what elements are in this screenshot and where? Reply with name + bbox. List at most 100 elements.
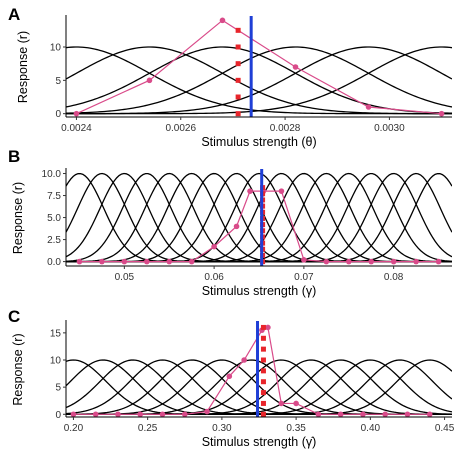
response-point — [99, 258, 105, 265]
panel-a: A 0 5 10 0.0024 0.0026 0.0028 0.0030 Stimulus st… — [8, 5, 452, 149]
response-point — [115, 411, 121, 418]
decoded-point — [260, 390, 266, 396]
decoded-point — [260, 368, 266, 374]
tuning-curves — [66, 46, 452, 115]
y-axis-title: Response (r) — [16, 31, 30, 103]
y-tick-label: 0 — [55, 109, 61, 120]
y-tick-label: 10 — [50, 356, 62, 367]
y-axis-title: Response (r) — [11, 333, 25, 405]
response-point — [345, 258, 352, 265]
response-point — [426, 411, 433, 418]
x-axis-title: Stimulus strength (θ) — [201, 135, 316, 149]
tuning-curve — [66, 172, 452, 263]
decoded-point — [260, 379, 266, 385]
response-point — [121, 258, 128, 265]
response-point — [278, 188, 285, 194]
panel-c: C 0 5 10 15 0.20 0.25 0.30 0.35 0.40 0.45 Stimulus … — [8, 307, 455, 449]
x-tick-label: 0.25 — [138, 423, 158, 434]
decoded-point — [235, 44, 241, 50]
decoded-point — [235, 27, 241, 33]
x-tick-label: 0.0024 — [61, 123, 92, 134]
response-line — [79, 190, 439, 263]
response-point — [438, 110, 445, 117]
panel-letter: B — [8, 147, 20, 166]
response-point — [241, 357, 247, 363]
tuning-curve — [66, 46, 452, 114]
tuning-curve — [66, 46, 452, 115]
response-point — [337, 411, 344, 418]
y-tick-label: 0.0 — [47, 257, 61, 268]
x-tick-label: 0.0026 — [165, 123, 196, 134]
tuning-curve — [66, 46, 452, 115]
x-tick-label: 0.08 — [384, 272, 404, 283]
decoded-point — [235, 77, 241, 83]
decoded-point — [260, 346, 266, 352]
y-axis-title: Response (r) — [11, 182, 25, 254]
y-tick-label: 5.0 — [47, 213, 61, 224]
y-tick-label: 15 — [50, 328, 62, 339]
x-tick-label: 0.40 — [361, 423, 381, 434]
response-point — [368, 258, 375, 265]
tuning-curve — [66, 172, 452, 263]
response-line — [73, 326, 430, 415]
tuning-curve — [66, 172, 452, 263]
response-point — [413, 258, 419, 265]
x-tick-label: 0.06 — [204, 272, 224, 283]
response-point — [278, 400, 285, 407]
response-point — [181, 411, 188, 418]
tuning-curve — [66, 172, 452, 263]
tuning-curve — [66, 46, 452, 115]
response-point — [166, 258, 173, 265]
tuning-curve — [66, 172, 452, 263]
tuning-curve — [66, 172, 452, 263]
response-point — [226, 373, 233, 380]
response-point — [382, 411, 388, 418]
tuning-curve — [66, 46, 452, 115]
response-point — [76, 258, 83, 265]
x-tick-label: 0.45 — [435, 423, 455, 434]
response-point — [315, 411, 322, 418]
decoded-point — [260, 357, 266, 363]
response-point — [146, 77, 153, 84]
response-point — [92, 411, 99, 418]
x-axis-title: Stimulus strength (γ) — [202, 284, 317, 298]
y-tick-label: 7.5 — [47, 191, 61, 202]
tuning-curve — [66, 172, 452, 263]
tuning-curve — [66, 172, 452, 263]
decoded-point — [260, 324, 266, 330]
y-tick-label: 2.5 — [47, 235, 61, 246]
x-tick-label: 0.07 — [294, 272, 314, 283]
tuning-curve — [66, 172, 452, 263]
response-point — [211, 243, 217, 250]
tuning-curves — [66, 172, 452, 263]
response-point — [360, 411, 366, 418]
y-tick-label: 5 — [55, 76, 61, 87]
response-point — [404, 411, 411, 418]
tuning-curve — [66, 172, 452, 263]
response-point — [204, 408, 210, 415]
response-point — [233, 223, 240, 230]
response-point — [219, 17, 226, 24]
tuning-curve — [66, 172, 452, 263]
decoded-point — [260, 335, 266, 341]
x-tick-label: 0.20 — [64, 423, 84, 434]
response-point — [292, 64, 299, 70]
tuning-curve — [66, 46, 452, 114]
panel-letter: C — [8, 307, 20, 326]
response-point — [159, 411, 166, 418]
x-tick-label: 0.05 — [115, 272, 135, 283]
y-tick-label: 10 — [50, 43, 62, 54]
response-point — [323, 258, 330, 265]
x-tick-label: 0.0028 — [270, 123, 301, 134]
decoded-point — [260, 400, 266, 406]
x-axis-title: Stimulus strength (γ̇) — [202, 435, 317, 449]
response-point — [390, 258, 397, 265]
tuning-curve — [66, 172, 452, 263]
tuning-curve — [66, 172, 452, 263]
tuning-curve — [66, 172, 452, 263]
y-tick-label: 0 — [55, 410, 61, 421]
tuning-curve — [66, 172, 452, 263]
response-point — [188, 258, 195, 265]
x-tick-label: 0.35 — [286, 423, 306, 434]
